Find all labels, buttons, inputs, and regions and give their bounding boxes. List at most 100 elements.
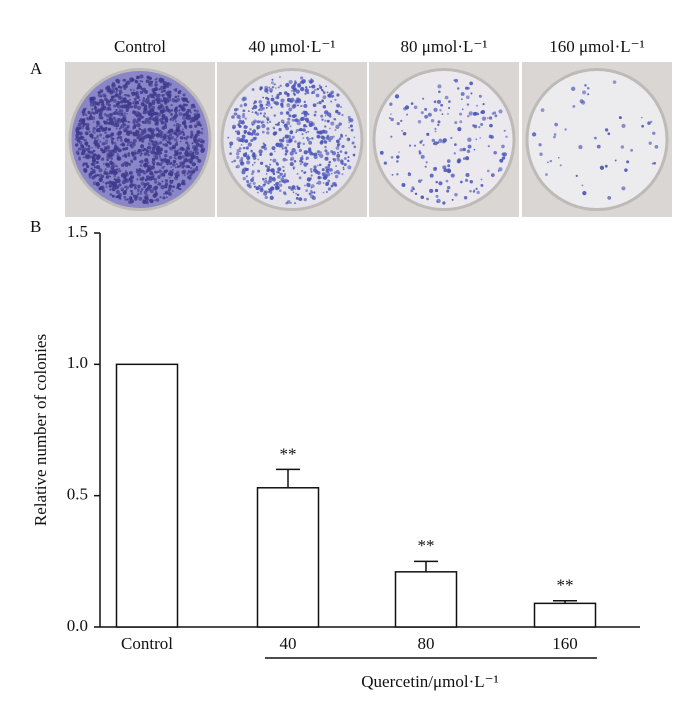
dish-label: 160 μmol·L⁻¹: [549, 37, 644, 56]
colony: [469, 81, 474, 86]
colony: [132, 127, 134, 130]
colony: [337, 171, 341, 175]
colony: [136, 123, 141, 128]
colony: [119, 136, 123, 140]
colony: [313, 191, 316, 194]
colony: [273, 114, 276, 117]
colony: [142, 87, 147, 92]
colony: [124, 123, 127, 127]
colony: [174, 120, 177, 123]
colony: [271, 86, 275, 89]
colony: [166, 99, 170, 103]
colony: [168, 155, 173, 160]
colony: [130, 189, 133, 192]
colony: [480, 110, 486, 115]
colony: [131, 92, 134, 95]
colony: [159, 109, 163, 113]
colony: [150, 112, 155, 117]
colony: [105, 139, 109, 143]
colony: [158, 117, 164, 123]
colony: [159, 103, 162, 106]
colony: [313, 154, 318, 160]
colony: [265, 179, 267, 182]
colony: [578, 145, 583, 150]
colony: [337, 151, 339, 154]
colony: [236, 114, 241, 119]
colony: [185, 110, 190, 114]
colony: [242, 152, 248, 158]
colony: [326, 172, 331, 177]
colony: [149, 198, 153, 203]
colony: [108, 121, 112, 125]
colony: [81, 109, 86, 114]
colony: [78, 157, 82, 161]
colony: [174, 89, 178, 92]
colony: [445, 179, 449, 183]
colony: [287, 186, 292, 190]
colony: [459, 120, 463, 124]
colony: [92, 130, 95, 133]
colony: [302, 110, 307, 115]
colony: [257, 108, 261, 112]
colony: [98, 145, 101, 148]
colony: [259, 103, 264, 108]
colony: [337, 158, 341, 162]
dish-photos: [65, 62, 672, 217]
colony: [181, 128, 184, 131]
colony: [338, 137, 342, 141]
dish-label: 80 μmol·L⁻¹: [401, 37, 488, 56]
colony: [614, 159, 617, 162]
colony: [124, 138, 128, 142]
colony: [502, 152, 508, 157]
colony: [102, 181, 105, 184]
colony: [128, 98, 131, 101]
colony: [170, 166, 173, 169]
colony: [192, 168, 196, 171]
colony: [654, 144, 659, 149]
colony: [136, 118, 141, 123]
colony: [335, 109, 339, 113]
colony: [240, 144, 243, 146]
colony: [174, 107, 177, 110]
dish: [525, 68, 669, 211]
colony: [75, 130, 80, 135]
colony: [261, 145, 265, 149]
colony: [438, 138, 443, 143]
colony: [245, 140, 248, 143]
colony: [135, 100, 140, 104]
colony: [110, 140, 114, 144]
colony: [178, 111, 183, 116]
colony: [162, 173, 166, 177]
colony: [446, 168, 452, 174]
significance: **: [280, 444, 297, 463]
colony: [86, 164, 90, 169]
colony: [253, 104, 258, 110]
colony: [109, 193, 113, 196]
colony: [82, 124, 85, 127]
colony: [420, 179, 423, 181]
colony: [414, 192, 418, 196]
colony: [126, 124, 130, 129]
colony: [547, 161, 549, 164]
colony: [285, 149, 289, 153]
colony: [165, 186, 168, 189]
colony: [163, 100, 167, 104]
colony: [105, 185, 108, 188]
colony: [296, 120, 301, 126]
colony: [120, 105, 123, 108]
colony: [267, 182, 270, 185]
colony: [174, 95, 178, 99]
colony: [245, 175, 248, 178]
colony: [322, 95, 327, 100]
colony: [107, 135, 110, 138]
colony: [426, 132, 430, 136]
colony: [158, 154, 161, 157]
colony: [133, 183, 137, 188]
y-tick-label: 0.0: [67, 616, 88, 635]
colony: [141, 137, 143, 140]
colony: [134, 186, 137, 190]
colony: [314, 110, 317, 114]
colony: [167, 135, 170, 138]
colony: [118, 167, 120, 170]
colony: [143, 172, 145, 175]
